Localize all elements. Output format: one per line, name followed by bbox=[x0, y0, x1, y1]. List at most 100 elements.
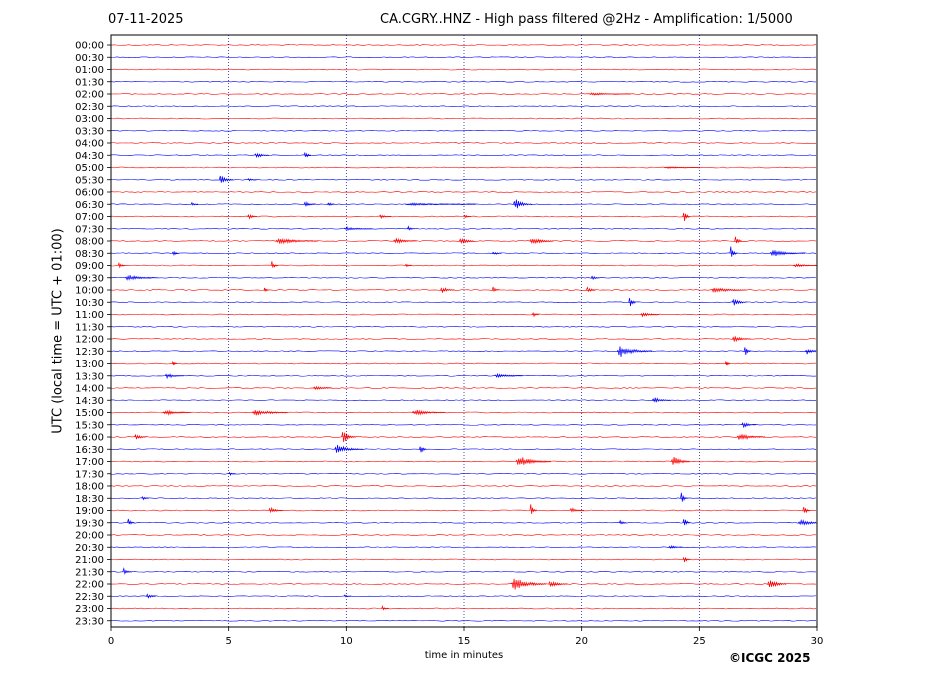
seismic-event bbox=[767, 580, 787, 588]
y-tick-label: 00:00 bbox=[75, 41, 104, 52]
seismic-event bbox=[134, 433, 147, 440]
y-tick-label: 19:30 bbox=[75, 518, 104, 529]
trace-row-0400 bbox=[110, 142, 817, 144]
trace-row-0030 bbox=[110, 56, 817, 59]
seismic-event bbox=[270, 261, 279, 268]
y-tick-label: 01:30 bbox=[75, 77, 104, 88]
y-tick-label: 01:00 bbox=[75, 65, 104, 76]
seismic-event bbox=[122, 567, 133, 576]
trace-row-0130 bbox=[110, 80, 817, 83]
seismic-event bbox=[268, 506, 283, 514]
trace-row-1300 bbox=[110, 362, 817, 365]
seismic-event bbox=[682, 519, 691, 526]
seismic-event bbox=[404, 263, 413, 268]
x-axis-ticks: 0 5 10 15 20 25 30 bbox=[108, 627, 823, 647]
y-tick-label: 08:00 bbox=[75, 237, 104, 248]
seismic-event bbox=[411, 409, 446, 416]
y-tick-label: 02:00 bbox=[75, 90, 104, 101]
y-tick-label: 14:00 bbox=[75, 384, 104, 395]
trace-row-1600 bbox=[110, 436, 817, 438]
trace-row-1830 bbox=[110, 497, 817, 500]
trace-row-0100 bbox=[110, 68, 817, 71]
y-tick-label: 15:00 bbox=[75, 408, 104, 419]
trace-row-0900 bbox=[110, 264, 817, 267]
y-tick-label: 03:00 bbox=[75, 114, 104, 125]
x-axis-label: time in minutes bbox=[424, 650, 504, 661]
seismic-event bbox=[341, 432, 356, 443]
y-tick-label: 11:30 bbox=[75, 322, 104, 333]
trace-row-2230 bbox=[110, 595, 817, 598]
trace-row-1430 bbox=[110, 399, 817, 402]
seismic-event bbox=[797, 519, 817, 526]
trace-layer bbox=[110, 44, 818, 622]
seismic-event bbox=[710, 287, 747, 293]
seismic-event bbox=[586, 286, 596, 293]
trace-row-0630 bbox=[110, 203, 817, 206]
y-tick-label: 04:30 bbox=[75, 151, 104, 162]
y-tick-label: 17:30 bbox=[75, 469, 104, 480]
trace-row-1000 bbox=[110, 289, 817, 291]
trace-row-2030 bbox=[110, 546, 817, 549]
seismic-event bbox=[313, 385, 333, 391]
seismic-event bbox=[463, 214, 472, 219]
seismic-event bbox=[440, 287, 455, 293]
y-tick-label: 16:00 bbox=[75, 433, 104, 444]
x-tick-label: 0 bbox=[108, 636, 114, 647]
y-tick-label: 19:00 bbox=[75, 506, 104, 517]
x-tick-label: 15 bbox=[458, 636, 471, 647]
seismic-event bbox=[729, 246, 738, 257]
plot-date: 07-11-2025 bbox=[108, 12, 184, 27]
seismic-event bbox=[491, 251, 502, 255]
trace-row-0500 bbox=[110, 166, 817, 169]
seismic-event bbox=[531, 311, 540, 318]
seismic-event bbox=[805, 348, 817, 355]
trace-row-1730 bbox=[110, 472, 817, 475]
copyright-notice: ©ICGC 2025 bbox=[729, 651, 811, 665]
seismic-event bbox=[529, 238, 554, 245]
seismic-event bbox=[247, 214, 258, 220]
seismic-event bbox=[218, 175, 234, 183]
seismic-event bbox=[616, 346, 653, 357]
seismic-event bbox=[640, 312, 660, 318]
seismic-event bbox=[734, 236, 742, 244]
y-tick-label: 10:00 bbox=[75, 286, 104, 297]
seismic-event bbox=[569, 507, 585, 513]
plot-frame bbox=[110, 34, 818, 628]
seismic-event bbox=[458, 238, 474, 245]
seismic-event bbox=[327, 202, 335, 206]
seismic-event bbox=[736, 433, 766, 440]
trace-row-1100 bbox=[110, 313, 817, 316]
seismic-event bbox=[343, 594, 352, 598]
seismic-event bbox=[529, 504, 538, 515]
y-tick-label: 10:30 bbox=[75, 298, 104, 309]
x-tick-label: 25 bbox=[693, 636, 706, 647]
seismic-event bbox=[793, 263, 818, 268]
trace-row-0430 bbox=[110, 154, 817, 157]
y-tick-label: 22:30 bbox=[75, 592, 104, 603]
trace-row-1400 bbox=[110, 387, 817, 389]
seismic-event bbox=[171, 250, 180, 257]
trace-row-2000 bbox=[110, 534, 817, 536]
seismic-event bbox=[743, 347, 752, 355]
trace-row-0300 bbox=[110, 117, 817, 120]
trace-row-1900 bbox=[110, 509, 817, 512]
trace-row-2130 bbox=[110, 570, 817, 573]
trace-row-1930 bbox=[110, 521, 817, 524]
trace-row-1630 bbox=[110, 448, 817, 451]
seismic-event bbox=[378, 214, 392, 220]
seismic-event bbox=[628, 298, 637, 307]
trace-row-1030 bbox=[110, 301, 817, 304]
trace-row-1330 bbox=[110, 374, 817, 377]
y-tick-label: 23:30 bbox=[75, 616, 104, 627]
y-tick-label: 14:30 bbox=[75, 396, 104, 407]
y-tick-label: 09:00 bbox=[75, 261, 104, 272]
seismic-event bbox=[741, 422, 756, 428]
seismic-event bbox=[682, 556, 691, 563]
seismic-event bbox=[588, 92, 632, 96]
seismic-event bbox=[381, 605, 389, 611]
trace-row-1700 bbox=[110, 460, 817, 463]
x-tick-label: 20 bbox=[575, 636, 588, 647]
seismic-event bbox=[263, 287, 269, 293]
seismic-event bbox=[145, 593, 156, 599]
trace-row-0600 bbox=[110, 191, 817, 193]
